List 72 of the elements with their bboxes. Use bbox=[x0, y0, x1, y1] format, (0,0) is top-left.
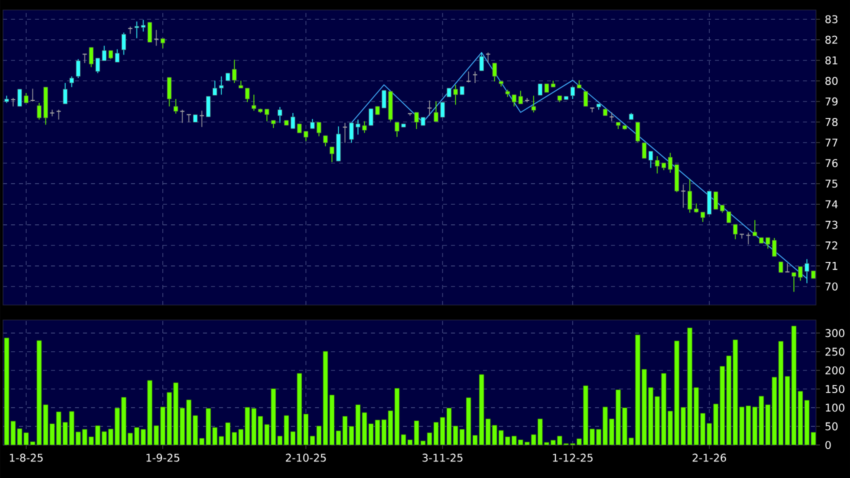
candlestick bbox=[700, 212, 706, 222]
y-tick-label: 100 bbox=[826, 404, 844, 412]
y-tick-label: 78 bbox=[826, 118, 838, 126]
y-tick-label: 82 bbox=[825, 36, 838, 44]
candlestick bbox=[479, 52, 484, 72]
candlestick bbox=[160, 38, 166, 49]
candlestick bbox=[24, 92, 28, 104]
candlestick bbox=[69, 76, 74, 88]
y-tick-label: 80 bbox=[825, 76, 838, 85]
candlestick bbox=[252, 94, 256, 112]
candlestick bbox=[62, 82, 68, 104]
candlestick bbox=[323, 135, 328, 147]
candlestick bbox=[583, 90, 588, 107]
candlestick bbox=[134, 21, 140, 39]
x-tick-label: 1-9-25 bbox=[146, 454, 180, 462]
candlestick bbox=[472, 71, 478, 84]
candlestick bbox=[278, 106, 282, 124]
candlestick bbox=[95, 58, 100, 74]
candlestick bbox=[570, 86, 575, 100]
candlestick bbox=[492, 62, 497, 82]
candlestick bbox=[531, 95, 536, 113]
candlestick bbox=[36, 102, 42, 120]
y-tick-label: 81 bbox=[825, 56, 838, 64]
candlestick bbox=[30, 88, 36, 102]
candlestick bbox=[648, 150, 654, 168]
candlestick bbox=[121, 32, 126, 56]
candlestick bbox=[174, 98, 178, 114]
candlestick bbox=[148, 22, 152, 43]
candlestick bbox=[180, 109, 185, 124]
y-tick-label: 77 bbox=[826, 138, 838, 146]
y-tick-label: 79 bbox=[826, 97, 838, 106]
y-tick-label: 200 bbox=[825, 366, 844, 374]
y-tick-label: 73 bbox=[826, 220, 838, 229]
candlestick bbox=[140, 19, 146, 32]
y-tick-label: 74 bbox=[826, 200, 838, 208]
candlestick bbox=[688, 178, 692, 214]
y-tick-label: 72 bbox=[826, 241, 838, 250]
candlestick bbox=[733, 224, 738, 240]
candlestick bbox=[76, 58, 81, 78]
candlestick bbox=[102, 45, 107, 62]
candlestick bbox=[88, 47, 94, 68]
candlestick bbox=[17, 88, 22, 107]
candlestick bbox=[154, 30, 159, 46]
candlestick bbox=[635, 122, 640, 143]
candlestick bbox=[56, 109, 62, 120]
y-tick-label: 50 bbox=[826, 422, 838, 430]
candlestick bbox=[707, 190, 712, 215]
x-tick-label: 2-1-26 bbox=[692, 454, 726, 462]
x-tick-label: 1-12-25 bbox=[553, 454, 593, 462]
candlestick bbox=[680, 184, 686, 208]
x-tick-label: 1-8-25 bbox=[10, 454, 43, 462]
candlestick bbox=[668, 152, 673, 174]
candlestick bbox=[114, 48, 120, 63]
x-tick-label: 3-11-25 bbox=[422, 454, 462, 462]
y-tick-label: 83 bbox=[825, 15, 838, 24]
y-tick-label: 150 bbox=[826, 384, 844, 394]
y-tick-label: 70 bbox=[826, 282, 838, 291]
y-tick-label: 300 bbox=[826, 329, 844, 338]
candlestick bbox=[167, 77, 172, 107]
y-tick-label: 76 bbox=[826, 159, 838, 168]
y-tick-label: 250 bbox=[825, 348, 844, 356]
candlestick bbox=[726, 211, 732, 224]
candlestick bbox=[752, 220, 758, 236]
y-tick-label: 0 bbox=[825, 440, 831, 450]
y-tick-label: 75 bbox=[826, 180, 838, 188]
candlestick bbox=[206, 96, 211, 118]
y-tick-label: 71 bbox=[826, 262, 838, 270]
x-tick-label: 2-10-25 bbox=[286, 454, 326, 462]
candlestick bbox=[642, 142, 647, 159]
candlestick bbox=[778, 261, 784, 273]
candlestick bbox=[654, 156, 660, 174]
candlestick bbox=[714, 191, 718, 210]
